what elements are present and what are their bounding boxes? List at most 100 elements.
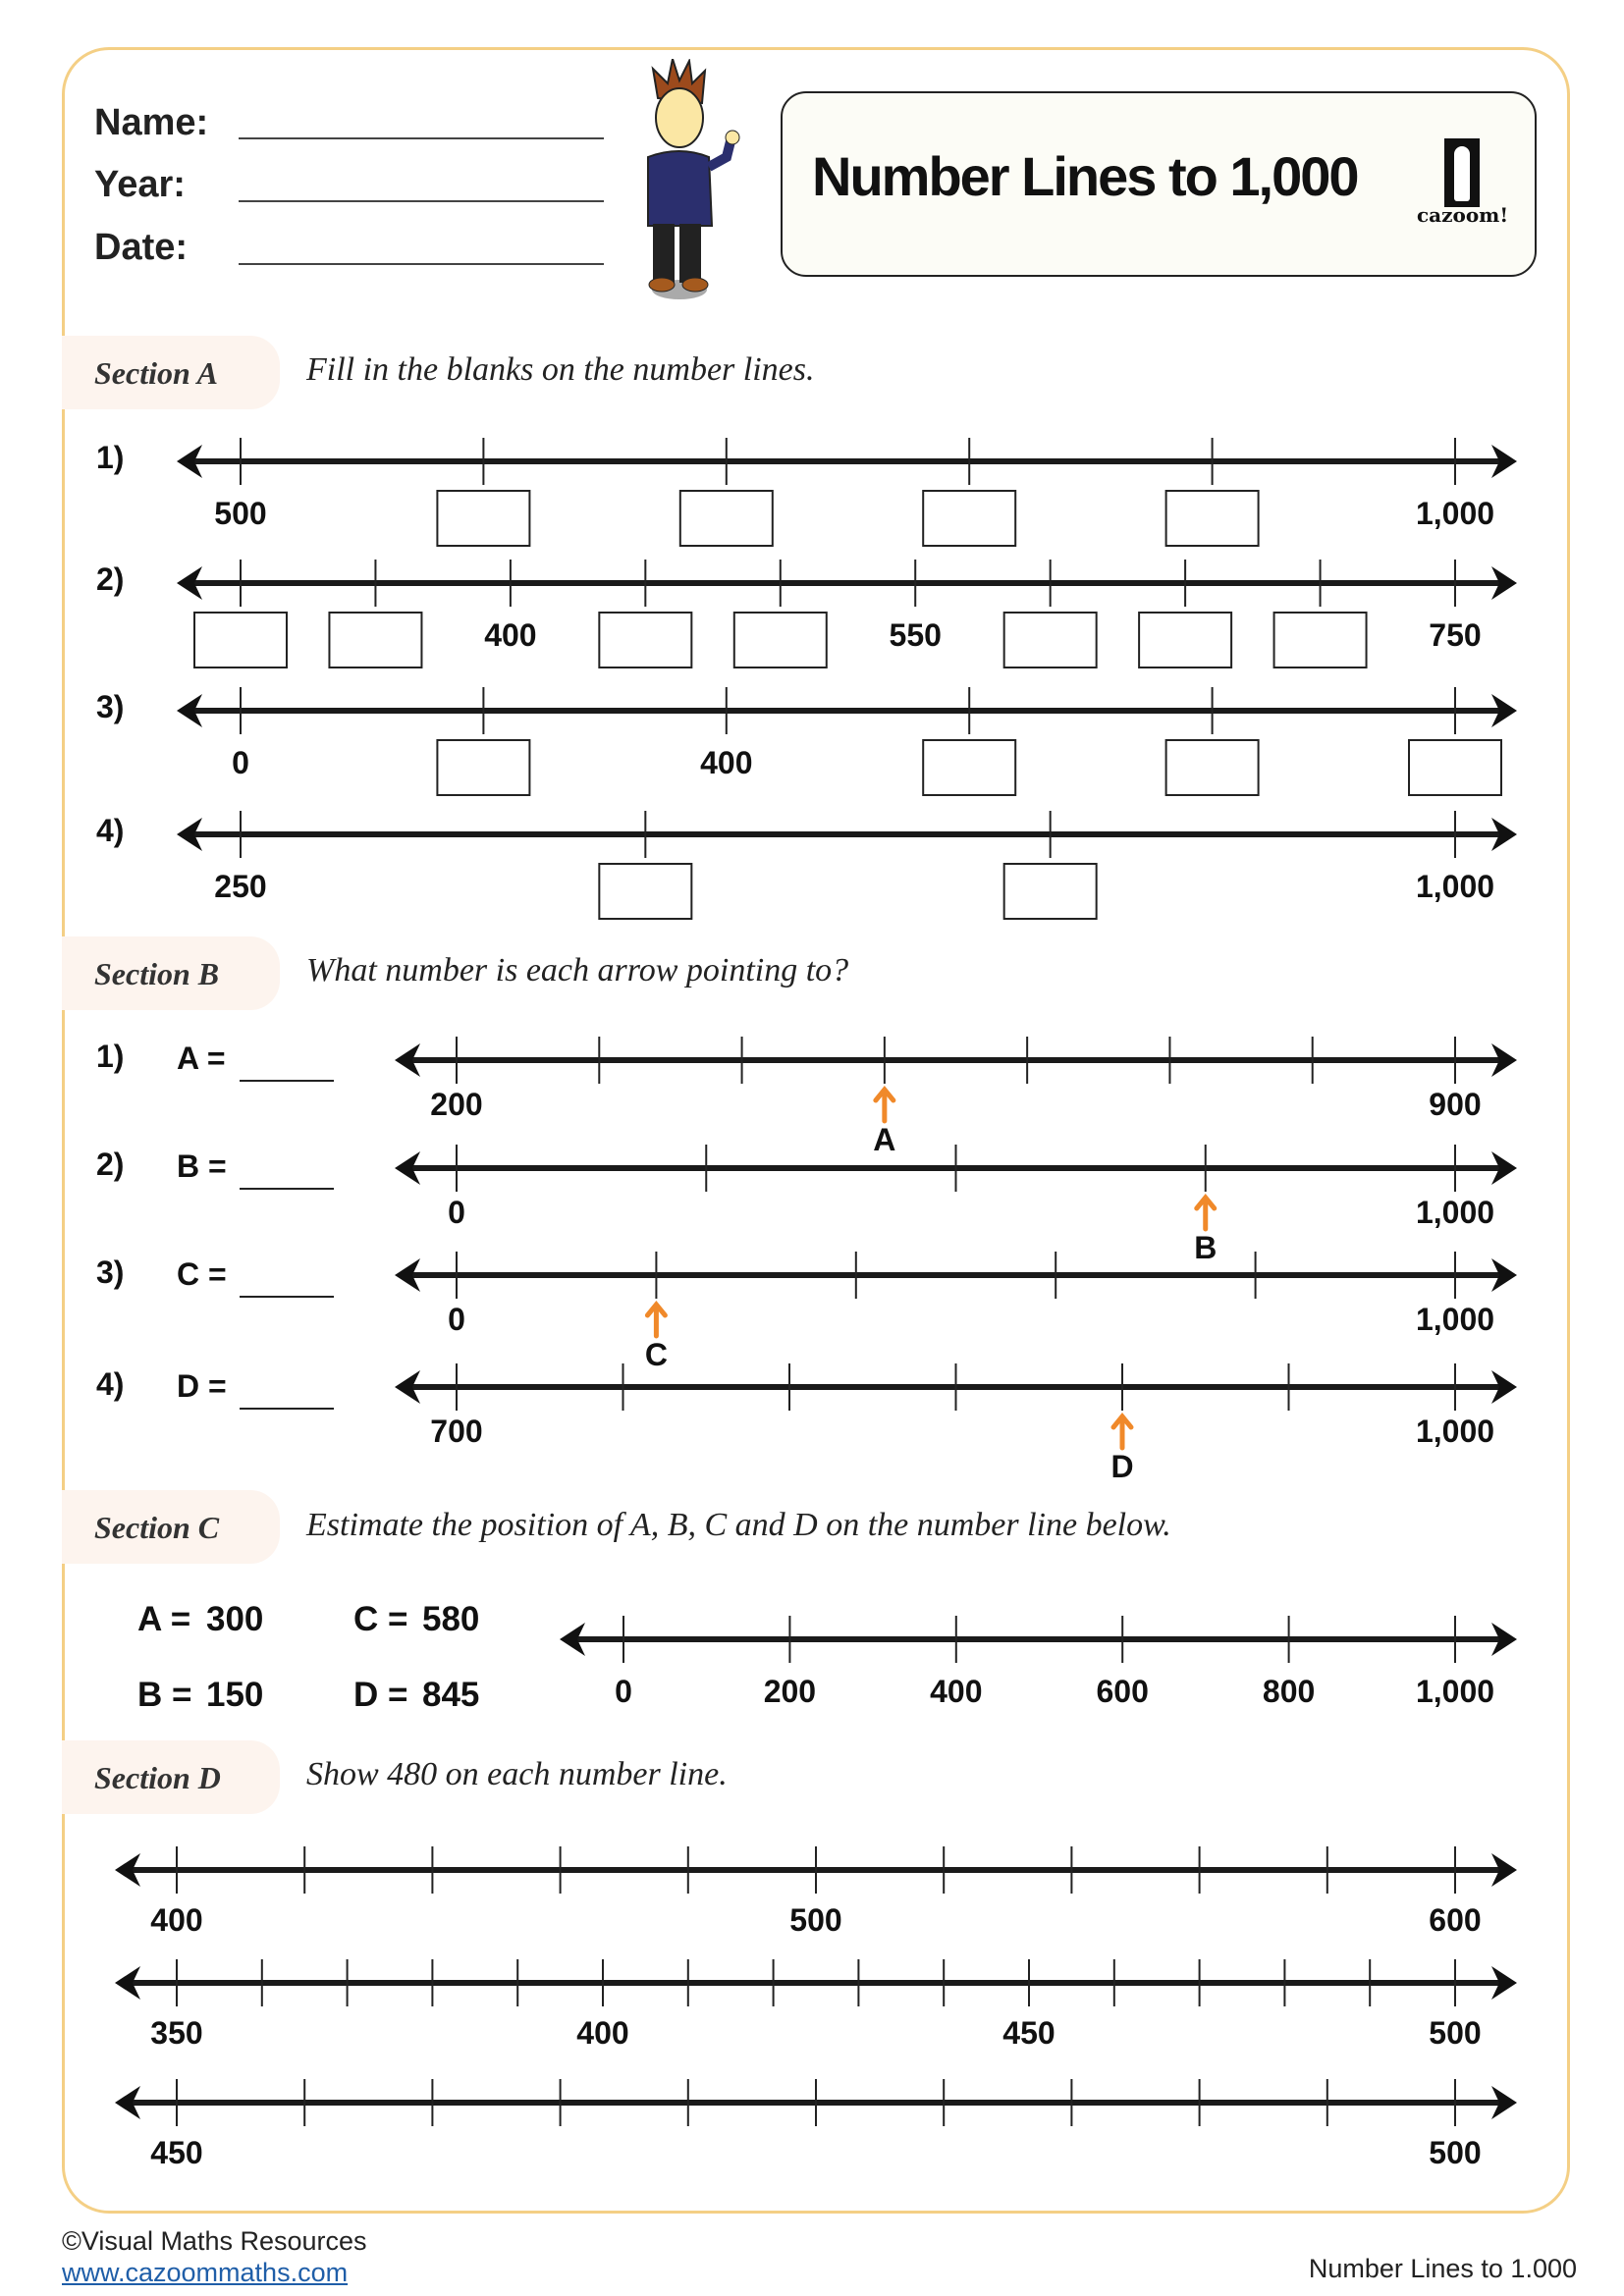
- question-number: 2): [96, 561, 125, 597]
- section-a-instruction: Fill in the blanks on the number lines.: [306, 351, 815, 388]
- tick-label: 800: [1263, 1674, 1315, 1709]
- pointer-arrow-icon: [873, 1086, 896, 1124]
- year-label: Year:: [94, 164, 186, 205]
- value-a: 300: [206, 1600, 264, 1638]
- left-arrow-icon: [177, 566, 202, 600]
- answer-box[interactable]: [193, 612, 288, 668]
- tick-label: 1,000: [1416, 1674, 1494, 1709]
- tick-label: 550: [890, 617, 942, 653]
- tick-label: 450: [1002, 2015, 1055, 2051]
- section-d-tab: Section D: [62, 1740, 280, 1814]
- section-c-number-line: 0 200 400 600 800 1,000: [560, 1616, 1517, 1709]
- cazoom-logo: cazoom!: [1417, 138, 1508, 227]
- value-c: 580: [422, 1600, 480, 1638]
- tick-label: 350: [150, 2015, 202, 2051]
- right-arrow-icon: [1491, 1853, 1517, 1887]
- answer-box[interactable]: [598, 612, 693, 668]
- tick-label: 400: [150, 1902, 202, 1938]
- answer-box[interactable]: [598, 863, 693, 920]
- right-arrow-icon: [1491, 1370, 1517, 1404]
- right-arrow-icon: [1491, 1151, 1517, 1185]
- answer-prompt: D =: [177, 1368, 227, 1404]
- answer-box[interactable]: [1164, 739, 1260, 796]
- year-field[interactable]: [239, 200, 604, 202]
- value-b: 150: [206, 1676, 264, 1714]
- tick-label: 0: [448, 1302, 465, 1337]
- value-b-name: B =: [137, 1676, 192, 1714]
- value-c-name: C =: [353, 1600, 408, 1638]
- left-arrow-icon: [177, 694, 202, 727]
- answer-box[interactable]: [1002, 612, 1098, 668]
- value-d: 845: [422, 1676, 480, 1714]
- answer-box[interactable]: [1272, 612, 1368, 668]
- title-box: Number Lines to 1,000 cazoom!: [781, 91, 1537, 277]
- tick-label: 0: [615, 1674, 632, 1709]
- date-field[interactable]: [239, 263, 604, 265]
- answer-box[interactable]: [922, 490, 1017, 547]
- left-arrow-icon: [395, 1258, 420, 1292]
- footer-title: Number Lines to 1.000: [1308, 2254, 1577, 2283]
- section-d-number-line: 450 500: [115, 2079, 1517, 2170]
- value-d-name: D =: [353, 1676, 408, 1714]
- tick-label: 400: [700, 745, 752, 780]
- answer-box[interactable]: [678, 490, 774, 547]
- answer-box[interactable]: [436, 739, 531, 796]
- tick-label: 600: [1097, 1674, 1149, 1709]
- answer-field[interactable]: [240, 1080, 334, 1082]
- answer-box[interactable]: [732, 612, 828, 668]
- answer-box[interactable]: [1164, 490, 1260, 547]
- section-d-number-line: 400 500 600: [115, 1846, 1517, 1938]
- tick-label: 900: [1429, 1087, 1481, 1122]
- answer-prompt: C =: [177, 1256, 227, 1292]
- question-number: 3): [96, 1255, 125, 1290]
- website-link[interactable]: www.cazoommaths.com: [62, 2258, 349, 2287]
- answer-box[interactable]: [1138, 612, 1233, 668]
- left-arrow-icon: [177, 445, 202, 478]
- answer-box[interactable]: [1408, 739, 1502, 796]
- left-arrow-icon: [395, 1043, 420, 1077]
- right-arrow-icon: [1491, 1043, 1517, 1077]
- answer-field[interactable]: [240, 1296, 334, 1298]
- tick-label: 1,000: [1416, 1195, 1494, 1230]
- tick-label: 750: [1429, 617, 1481, 653]
- name-label: Name:: [94, 102, 209, 143]
- section-a-number-line: 250 1,000: [177, 811, 1517, 920]
- answer-field[interactable]: [240, 1408, 334, 1410]
- section-b-label: Section B: [94, 956, 220, 991]
- worksheet-title: Number Lines to 1,000: [812, 145, 1360, 207]
- left-arrow-icon: [560, 1623, 585, 1656]
- tick-label: 500: [214, 496, 266, 531]
- name-field[interactable]: [239, 137, 604, 139]
- right-arrow-icon: [1491, 818, 1517, 851]
- section-d-number-line: 350 400 450 500: [115, 1959, 1517, 2051]
- tick-label: 1,000: [1416, 1414, 1494, 1449]
- right-arrow-icon: [1491, 1623, 1517, 1656]
- worksheet-frame: [62, 47, 1570, 2214]
- answer-box[interactable]: [922, 739, 1017, 796]
- tick-label: 250: [214, 869, 266, 904]
- tick-label: D: [1110, 1449, 1133, 1484]
- left-arrow-icon: [177, 818, 202, 851]
- question-number: 1): [96, 440, 125, 475]
- question-number: 2): [96, 1147, 125, 1182]
- section-a-number-line: 0 400: [177, 687, 1517, 796]
- tick-label: 200: [430, 1087, 482, 1122]
- tick-label: 500: [1429, 2015, 1481, 2051]
- left-arrow-icon: [115, 1853, 140, 1887]
- left-arrow-icon: [115, 1966, 140, 2000]
- answer-box[interactable]: [328, 612, 423, 668]
- answer-box[interactable]: [1002, 863, 1098, 920]
- tick-label: 1,000: [1416, 869, 1494, 904]
- tick-label: 600: [1429, 1902, 1481, 1938]
- answer-prompt: A =: [177, 1041, 226, 1076]
- answer-field[interactable]: [240, 1188, 334, 1190]
- logo-icon: [1444, 138, 1480, 207]
- answer-box[interactable]: [436, 490, 531, 547]
- tick-label: 400: [484, 617, 536, 653]
- tick-label: 400: [576, 2015, 628, 2051]
- right-arrow-icon: [1491, 1258, 1517, 1292]
- tick-label: 200: [764, 1674, 816, 1709]
- section-c-label: Section C: [94, 1510, 220, 1545]
- left-arrow-icon: [115, 2086, 140, 2119]
